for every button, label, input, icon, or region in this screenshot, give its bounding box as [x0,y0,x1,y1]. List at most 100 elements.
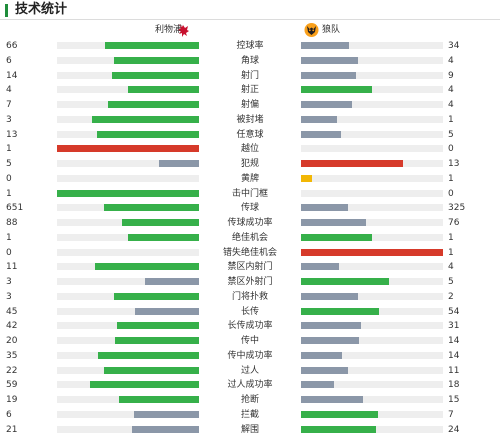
stat-label: 射正 [240,85,259,96]
home-value: 4 [6,85,12,96]
away-bar-fill [301,337,359,344]
home-bar-track [57,86,199,94]
home-value: 66 [6,41,18,51]
away-value: 2 [448,291,454,302]
away-team-name: 狼队 [322,25,341,35]
away-value: 0 [448,144,454,155]
away-bar-fill [301,56,358,64]
header-divider [0,19,500,20]
away-bar-track [301,204,443,212]
stat-row: 3 被封堵 1 [0,113,500,128]
home-bar-track [57,248,199,256]
away-value: 54 [448,306,460,317]
stat-label: 传中成功率 [227,350,273,361]
stat-label: 被封堵 [236,114,264,125]
away-value: 7 [448,409,454,420]
away-value: 1 [448,114,454,125]
away-value: 76 [448,218,460,228]
away-bar-fill [301,71,356,79]
away-bar-fill [301,248,443,256]
stat-row: 59 过人成功率 18 [0,378,500,393]
stat-label: 黄牌 [240,173,259,184]
stat-row: 4 射正 4 [0,83,500,98]
stat-label: 拦截 [240,409,259,420]
stat-row: 5 犯规 13 [0,157,500,172]
away-bar-track [301,101,443,108]
stat-row: 3 门将扑救 2 [0,290,500,305]
home-value: 1 [6,232,12,243]
away-value: 4 [448,262,454,273]
home-value: 6 [6,409,12,420]
home-bar-fill [95,263,199,271]
home-bar-fill [114,56,199,64]
home-bar-fill [92,115,199,123]
stat-label: 射偏 [240,100,259,110]
stat-row: 7 射偏 4 [0,98,500,113]
home-value: 651 [6,203,24,214]
away-bar-fill [301,366,348,374]
stat-label: 错失绝佳机会 [222,247,277,258]
stat-label: 控球率 [236,41,264,51]
away-bar-track [301,263,443,271]
stat-row: 6 拦截 7 [0,408,500,423]
home-value: 45 [6,306,18,317]
home-bar-track [57,101,199,108]
stat-row: 11 禁区内射门 4 [0,260,500,275]
away-bar-track [301,248,443,256]
home-value: 14 [6,70,18,81]
stat-label: 击中门框 [231,188,268,199]
away-bar-track [301,71,443,79]
home-bar-track [57,425,199,433]
away-value: 13 [448,159,460,169]
stat-label: 禁区内射门 [227,262,273,273]
away-bar-track [301,145,443,153]
stat-label: 绝佳机会 [231,232,268,243]
stat-label: 门将扑救 [231,291,268,302]
home-bar-fill [114,292,199,300]
stat-row: 14 射门 9 [0,69,500,84]
home-team-name: 利物浦 [154,25,182,35]
stat-label: 越位 [240,144,259,155]
away-bar-fill [301,322,361,330]
home-value: 1 [6,188,12,199]
liverbird-crest-icon [178,24,189,37]
away-bar-fill [301,263,339,271]
stat-label: 长传成功率 [227,321,273,332]
away-bar-track [301,322,443,330]
away-bar-fill [301,160,403,167]
home-value: 0 [6,173,12,184]
home-value: 22 [6,365,18,376]
home-bar-track [57,292,199,300]
home-value: 19 [6,395,18,405]
home-value: 13 [6,129,18,140]
home-bar-fill [122,219,199,226]
home-bar-fill [145,278,199,285]
stat-row: 0 黄牌 1 [0,172,500,187]
home-bar-track [57,145,199,153]
stat-row: 21 解围 24 [0,423,500,438]
home-bar-fill [115,337,199,344]
away-bar-track [301,130,443,138]
stat-label: 禁区外射门 [227,277,273,287]
stat-label: 传球 [240,203,259,214]
home-bar-fill [57,145,199,153]
stat-label: 过人 [240,365,259,376]
away-bar-fill [301,204,348,212]
home-bar-track [57,42,199,49]
home-bar-track [57,351,199,359]
away-bar-fill [301,381,334,389]
home-bar-track [57,130,199,138]
home-value: 1 [6,144,12,155]
stat-row: 42 长传成功率 31 [0,319,500,334]
stat-row: 1 击中门框 0 [0,187,500,202]
away-value: 1 [448,232,454,243]
home-bar-fill [119,396,199,403]
away-bar-track [301,42,443,49]
away-value: 5 [448,129,454,140]
away-bar-track [301,115,443,123]
away-bar-fill [301,410,378,418]
stat-label: 抢断 [240,395,259,405]
away-bar-fill [301,42,349,49]
home-bar-track [57,322,199,330]
home-bar-fill [90,381,199,389]
